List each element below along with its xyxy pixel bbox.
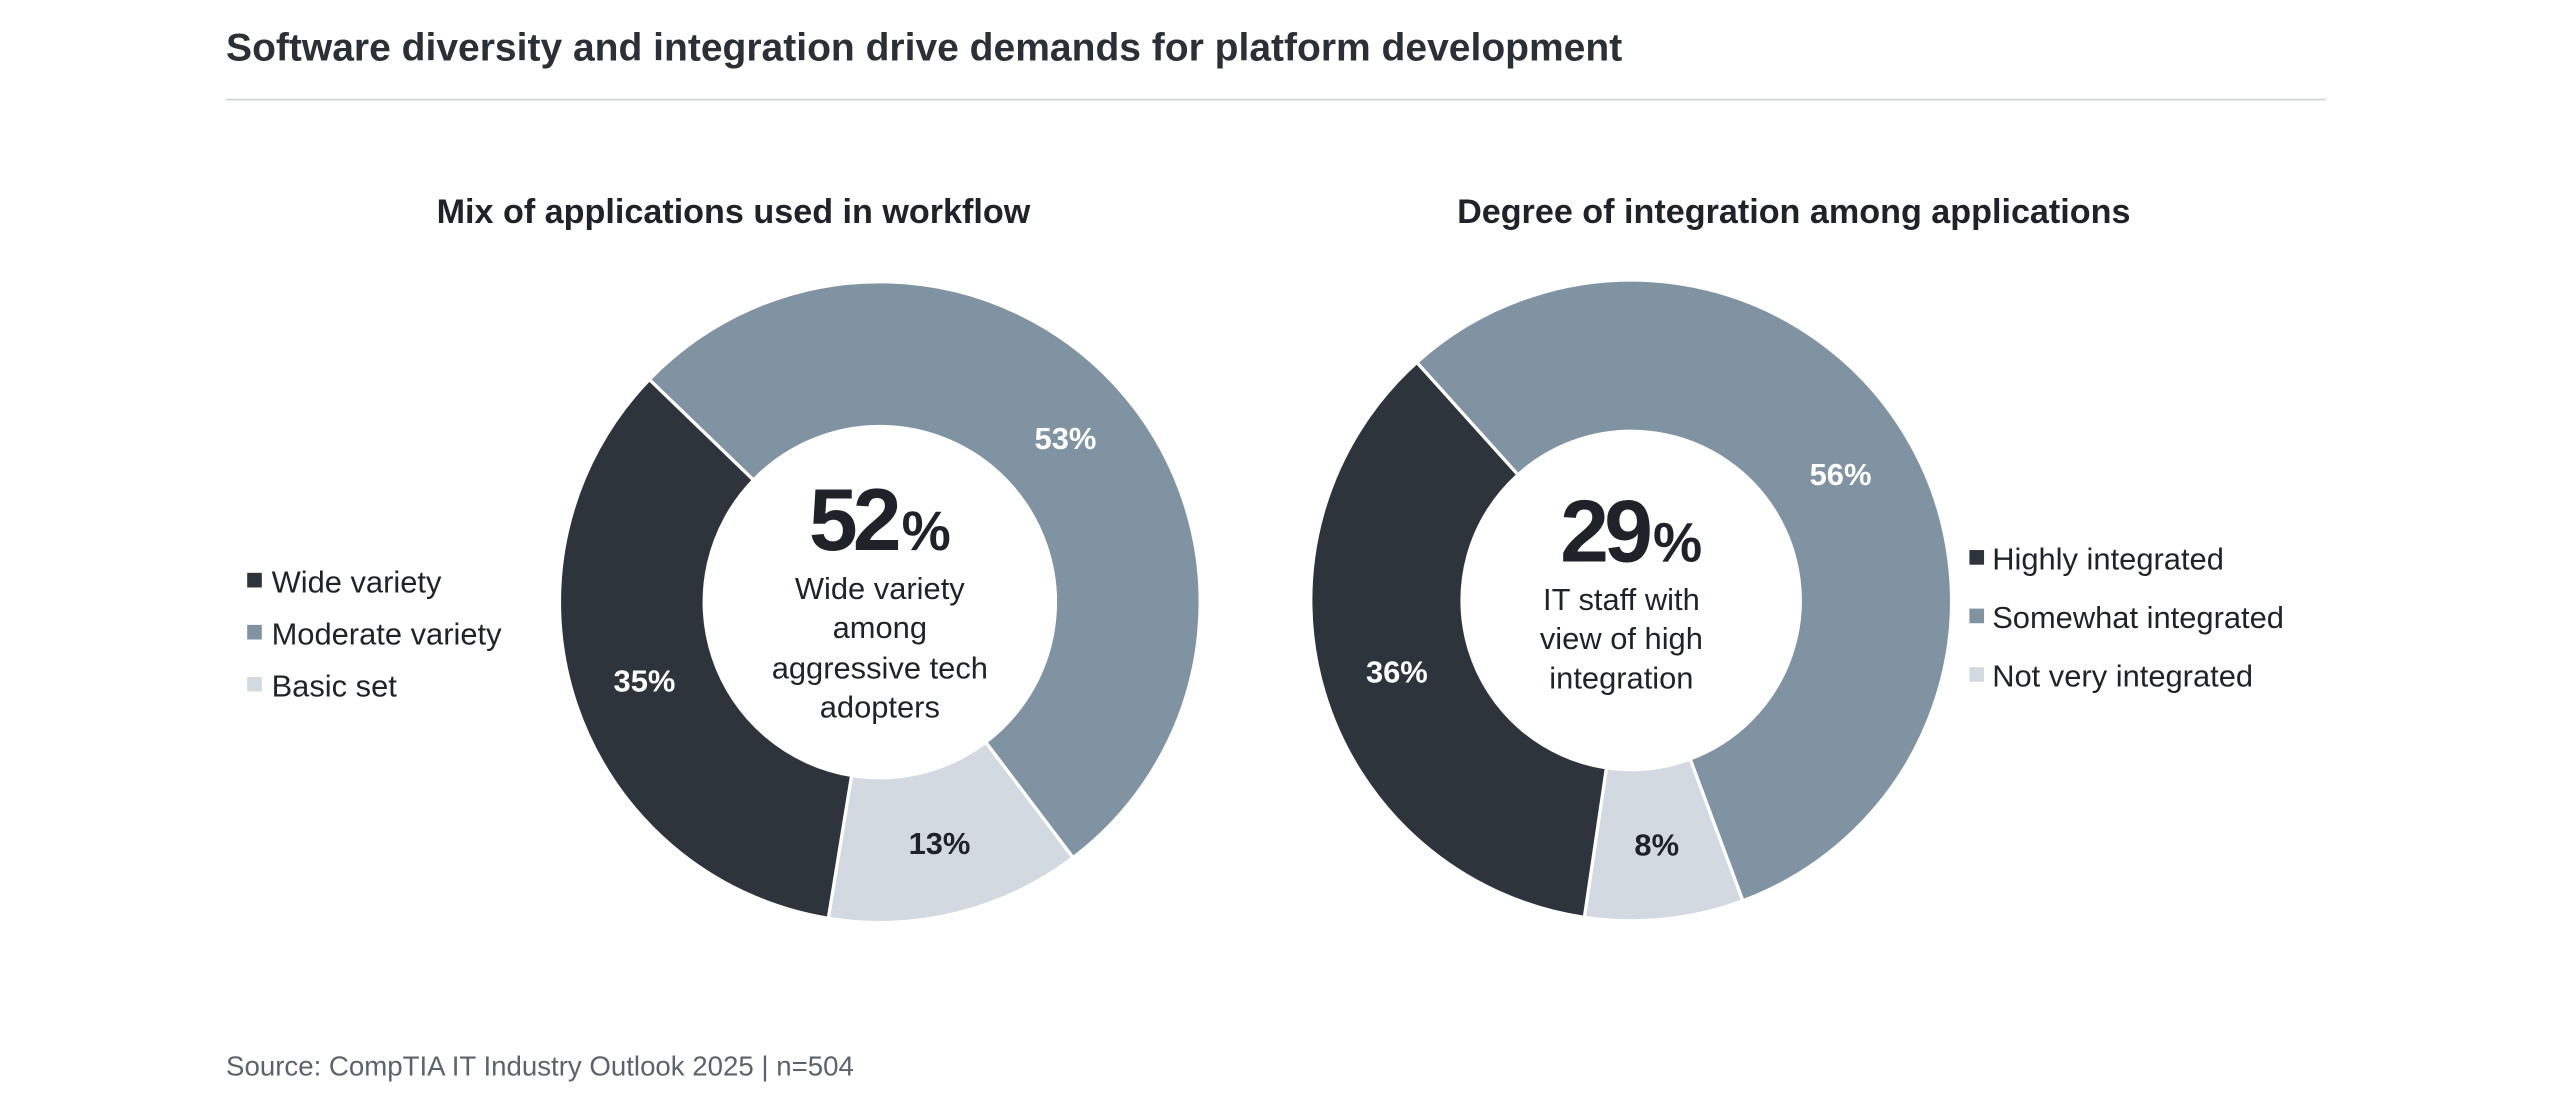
data-label: 35% bbox=[614, 664, 676, 699]
center-text-line: integration bbox=[1549, 660, 1693, 695]
legend-swatch-not-very-integrated bbox=[1969, 667, 1985, 682]
legend-swatch-basic-set bbox=[247, 676, 262, 692]
data-label: 13% bbox=[909, 826, 971, 861]
legend-swatch-wide-variety bbox=[247, 572, 262, 588]
center-value: 52% bbox=[809, 471, 951, 569]
donut-segment-highly-integrated bbox=[1309, 360, 1609, 920]
source-note: Source: CompTIA IT Industry Outlook 2025… bbox=[226, 1050, 854, 1081]
legend-swatch-moderate-variety bbox=[247, 624, 262, 640]
data-label: 8% bbox=[1634, 827, 1679, 862]
legend-label: Somewhat integrated bbox=[1992, 600, 2284, 635]
legend-swatch-somewhat-integrated bbox=[1969, 608, 1985, 624]
data-label: 53% bbox=[1035, 421, 1097, 456]
donut-segment-somewhat-integrated bbox=[1414, 278, 1954, 903]
center-text-line: among bbox=[833, 610, 927, 645]
donut-segment-wide-variety bbox=[557, 377, 854, 921]
chart-subtitle: Degree of integration among applications bbox=[1457, 193, 2130, 231]
chart-title: Software diversity and integration drive… bbox=[226, 27, 1622, 70]
legend-label: Not very integrated bbox=[1992, 659, 2253, 694]
legend-label: Wide variety bbox=[272, 564, 442, 599]
center-text-line: Wide variety bbox=[795, 571, 965, 606]
legend-label: Basic set bbox=[272, 668, 398, 703]
donut-segment-basic-set bbox=[826, 739, 1076, 925]
donut-segments: 56% 8% 36% bbox=[1309, 278, 1954, 923]
center-value: 29% bbox=[1560, 482, 1702, 580]
center-text-line: IT staff with bbox=[1543, 582, 1700, 617]
donut-segment-moderate-variety bbox=[647, 280, 1202, 860]
legend: Wide variety Moderate variety Basic set bbox=[247, 564, 502, 703]
data-label: 36% bbox=[1366, 655, 1428, 690]
legend-label: Moderate variety bbox=[272, 616, 503, 651]
chart-subtitle: Mix of applications used in workflow bbox=[437, 193, 1031, 231]
donut-chart-applications-mix: Mix of applications used in workflow 53%… bbox=[247, 193, 1202, 925]
center-text-line: view of high bbox=[1540, 621, 1703, 656]
center-text-line: adopters bbox=[820, 690, 940, 725]
donut-chart-integration-degree: Degree of integration among applications… bbox=[1309, 193, 2284, 923]
legend-label: Highly integrated bbox=[1992, 542, 2224, 577]
legend-swatch-highly-integrated bbox=[1969, 550, 1985, 565]
donut-segments: 53% 13% 35% bbox=[557, 280, 1202, 925]
center-text-line: aggressive tech bbox=[772, 651, 988, 686]
legend: Highly integrated Somewhat integrated No… bbox=[1969, 542, 2284, 694]
data-label: 56% bbox=[1810, 457, 1872, 492]
